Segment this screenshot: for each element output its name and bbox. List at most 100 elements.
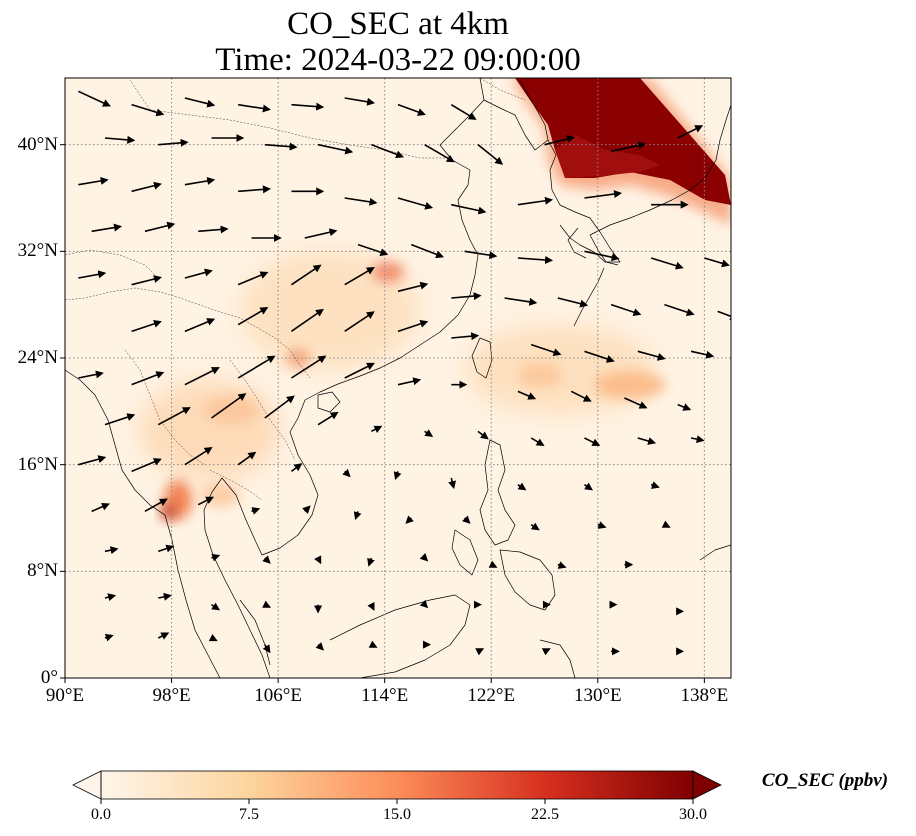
- wind-arrow: [208, 633, 218, 642]
- wind-arrow: [717, 310, 731, 321]
- wind-arrow: [488, 560, 498, 568]
- field-south-china-haze: [240, 250, 420, 370]
- wind-arrow: [462, 515, 471, 524]
- wind-arrow: [704, 257, 730, 268]
- lon-label-2: 106°E: [254, 685, 302, 706]
- wind-arrow: [238, 103, 271, 113]
- wind-arrow: [237, 307, 269, 326]
- wind-arrow: [475, 648, 485, 656]
- coast-hainan: [317, 391, 341, 413]
- map-plot-area: [65, 78, 731, 678]
- wind-arrow: [290, 463, 303, 472]
- wind-arrow: [237, 355, 276, 379]
- wind-arrow: [91, 502, 110, 513]
- wind-arrow: [131, 103, 165, 117]
- wind-arrow: [677, 403, 692, 411]
- wind-arrow: [104, 633, 114, 642]
- coast-mainland: [203, 78, 485, 678]
- wind-arrow: [517, 255, 554, 264]
- colorbar-min-extension: [72, 770, 102, 800]
- wind-arrow: [367, 557, 375, 567]
- wind-arrow: [541, 648, 551, 656]
- field-korea-band: [555, 135, 660, 178]
- wind-arrow: [104, 593, 117, 602]
- wind-arrow: [397, 319, 429, 333]
- colorbar-max-extension: [692, 770, 722, 800]
- wind-arrow: [397, 281, 429, 293]
- border-laos-vietnam: [229, 359, 296, 461]
- wind-arrow: [557, 297, 589, 308]
- lat-label-0: 0°: [40, 667, 58, 688]
- wind-arrow: [405, 515, 414, 524]
- wind-arrow: [530, 437, 545, 447]
- coast-japan-honshu: [589, 104, 731, 236]
- wind-arrow: [211, 553, 221, 562]
- lon-label-4: 122°E: [467, 685, 516, 706]
- field-east-ocean-core: [595, 371, 665, 399]
- wind-arrow: [237, 271, 269, 286]
- wind-arrow: [424, 429, 434, 438]
- wind-arrow: [677, 125, 704, 139]
- wind-arrow: [397, 103, 426, 116]
- field-luzon-strait: [518, 363, 562, 387]
- wind-arrow: [637, 437, 657, 445]
- wind-arrow: [104, 413, 136, 426]
- wind-arrow: [104, 135, 136, 144]
- wind-arrow: [517, 196, 554, 206]
- lat-label-3: 24°N: [17, 347, 58, 368]
- wind-arrow: [344, 362, 375, 379]
- wind-arrow: [290, 264, 322, 286]
- wind-arrow: [184, 318, 216, 333]
- wind-arrow: [397, 197, 434, 210]
- coastlines: [65, 78, 731, 678]
- coast-sulawesi: [539, 639, 576, 678]
- wind-arrow: [264, 142, 298, 151]
- wind-arrow: [131, 371, 165, 386]
- wind-arrow: [411, 243, 444, 259]
- coast-taiwan: [471, 337, 493, 379]
- colorbar-gradient: [101, 771, 693, 799]
- wind-arrow: [530, 522, 540, 531]
- lon-label-5: 130°E: [573, 685, 622, 706]
- wind-arrow: [344, 97, 376, 106]
- wind-arrow: [368, 640, 378, 648]
- wind-arrow: [450, 103, 477, 120]
- wind-arrow: [302, 505, 311, 514]
- colorbar-ticks: [100, 799, 694, 804]
- colorbar-tick-label-4: 30.0: [679, 806, 707, 823]
- wind-arrow: [262, 555, 271, 564]
- map-time-subtitle: Time: 2024-03-22 09:00:00: [215, 42, 581, 78]
- wind-arrow: [393, 471, 402, 481]
- wind-arrow: [419, 553, 429, 562]
- border-west: [129, 79, 151, 111]
- axis-ticks: [60, 144, 705, 683]
- wind-arrow: [77, 90, 111, 107]
- wind-arrow: [237, 451, 257, 466]
- wind-arrow: [451, 292, 482, 301]
- lon-label-6: 138°E: [680, 685, 729, 706]
- lon-label-3: 114°E: [361, 685, 409, 706]
- country-borders: [65, 78, 526, 501]
- wind-arrow: [262, 644, 271, 654]
- colorbar-tick-label-0: 0.0: [91, 806, 111, 823]
- wind-arrow: [530, 343, 562, 357]
- wind-arrow: [317, 143, 354, 155]
- wind-arrow: [342, 468, 351, 478]
- wind-arrow: [357, 243, 389, 257]
- wind-arrow: [262, 600, 272, 608]
- wind-arrow: [251, 507, 261, 515]
- wind-arrow: [610, 141, 647, 153]
- wind-arrow: [661, 520, 671, 528]
- wind-arrow: [637, 350, 666, 361]
- wind-arrow: [477, 430, 489, 440]
- wind-arrow: [353, 511, 362, 521]
- wind-arrow: [158, 138, 189, 147]
- wind-arrow: [314, 555, 322, 565]
- lat-label-1: 8°N: [27, 560, 58, 582]
- wind-arrow: [211, 393, 247, 419]
- wind-arrow: [504, 297, 538, 306]
- wind-arrow: [451, 203, 487, 215]
- colorbar-tick-label-3: 22.5: [531, 806, 559, 823]
- wind-arrow: [290, 308, 324, 332]
- border-mongolia: [149, 109, 448, 159]
